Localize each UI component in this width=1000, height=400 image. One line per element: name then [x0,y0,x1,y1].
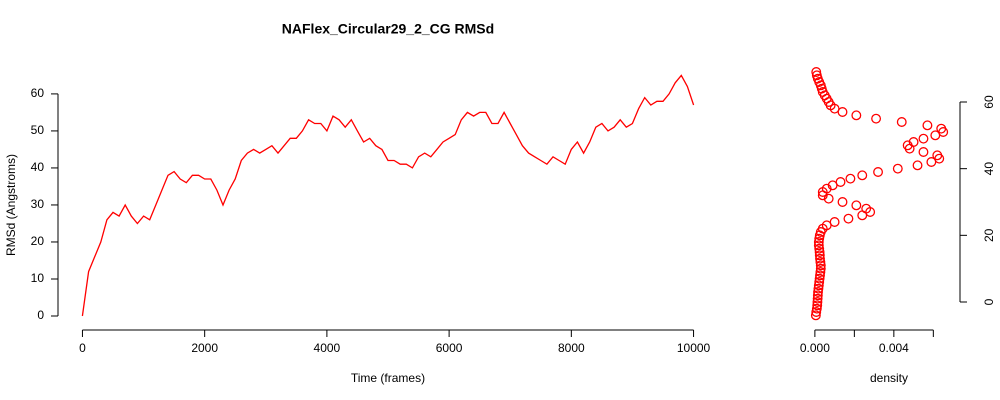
density-point [814,233,825,244]
density-point [813,287,823,297]
density-point [922,120,933,131]
density-point [823,193,834,204]
density-point [814,277,825,287]
density-point [912,160,923,171]
y-tick-label: 0 [982,298,996,305]
density-point [892,163,903,174]
x-tick-label: 4000 [314,341,341,355]
density-point [811,70,822,81]
density-point [908,137,919,147]
density-point [936,123,947,134]
density-point [811,303,822,314]
density-point [812,290,823,301]
density-point [815,270,825,281]
x-tick-label: 0 [79,341,86,355]
density-point [821,183,832,194]
chart-title: NAFlex_Circular29_2_CG RMSd [282,21,494,37]
density-point [812,297,823,307]
y-tick-label: 0 [37,308,44,322]
y-tick-label: 40 [982,162,996,176]
density-point [815,267,826,277]
density-point [845,173,856,184]
y-axis-label: RMSd (Angstroms) [4,154,18,256]
density-point [810,310,821,321]
density-point [857,170,868,181]
density-point [873,167,884,177]
density-point [812,293,823,304]
density-point [918,147,929,157]
line-series [81,74,695,317]
x-axis-label: Time (frames) [351,371,425,385]
density-point [918,133,929,144]
density-point [815,263,826,274]
x-tick-label: 8000 [558,341,585,355]
density-point [829,217,840,227]
y-tick-label: 10 [31,271,45,285]
density-point [861,203,872,214]
x-tick-label: 6000 [436,341,463,355]
density-point [851,110,862,121]
y-tick-label: 60 [982,95,996,109]
y-tick-label: 40 [31,160,45,174]
density-point [851,200,862,211]
density-point [814,250,825,261]
density-point [813,237,824,247]
density-point [932,150,943,161]
y-tick-label: 20 [982,228,996,242]
y-tick-label: 30 [31,197,45,211]
density-point [814,273,825,284]
density-point [835,177,846,187]
x-tick-label: 0.000 [800,341,830,355]
density-point [815,257,826,267]
y-tick-label: 20 [31,234,45,248]
density-point [815,260,826,271]
density-point [871,113,882,124]
density-point [814,247,825,257]
density-point [813,280,824,291]
density-point [814,243,825,254]
density-point [811,67,822,77]
density-point [813,283,824,294]
density-point [837,197,848,207]
density-point [812,300,823,311]
density-point [813,240,824,251]
density-point [843,213,854,224]
y-tick-label: 60 [31,86,45,100]
x-axis-label: density [870,371,908,385]
density-point [811,307,822,317]
density-point [896,117,907,127]
y-tick-label: 50 [31,123,45,137]
x-tick-label: 2000 [191,341,218,355]
x-tick-label: 0.004 [879,341,909,355]
x-tick-label: 10000 [677,341,711,355]
density-point [815,253,825,264]
density-point [902,140,913,151]
